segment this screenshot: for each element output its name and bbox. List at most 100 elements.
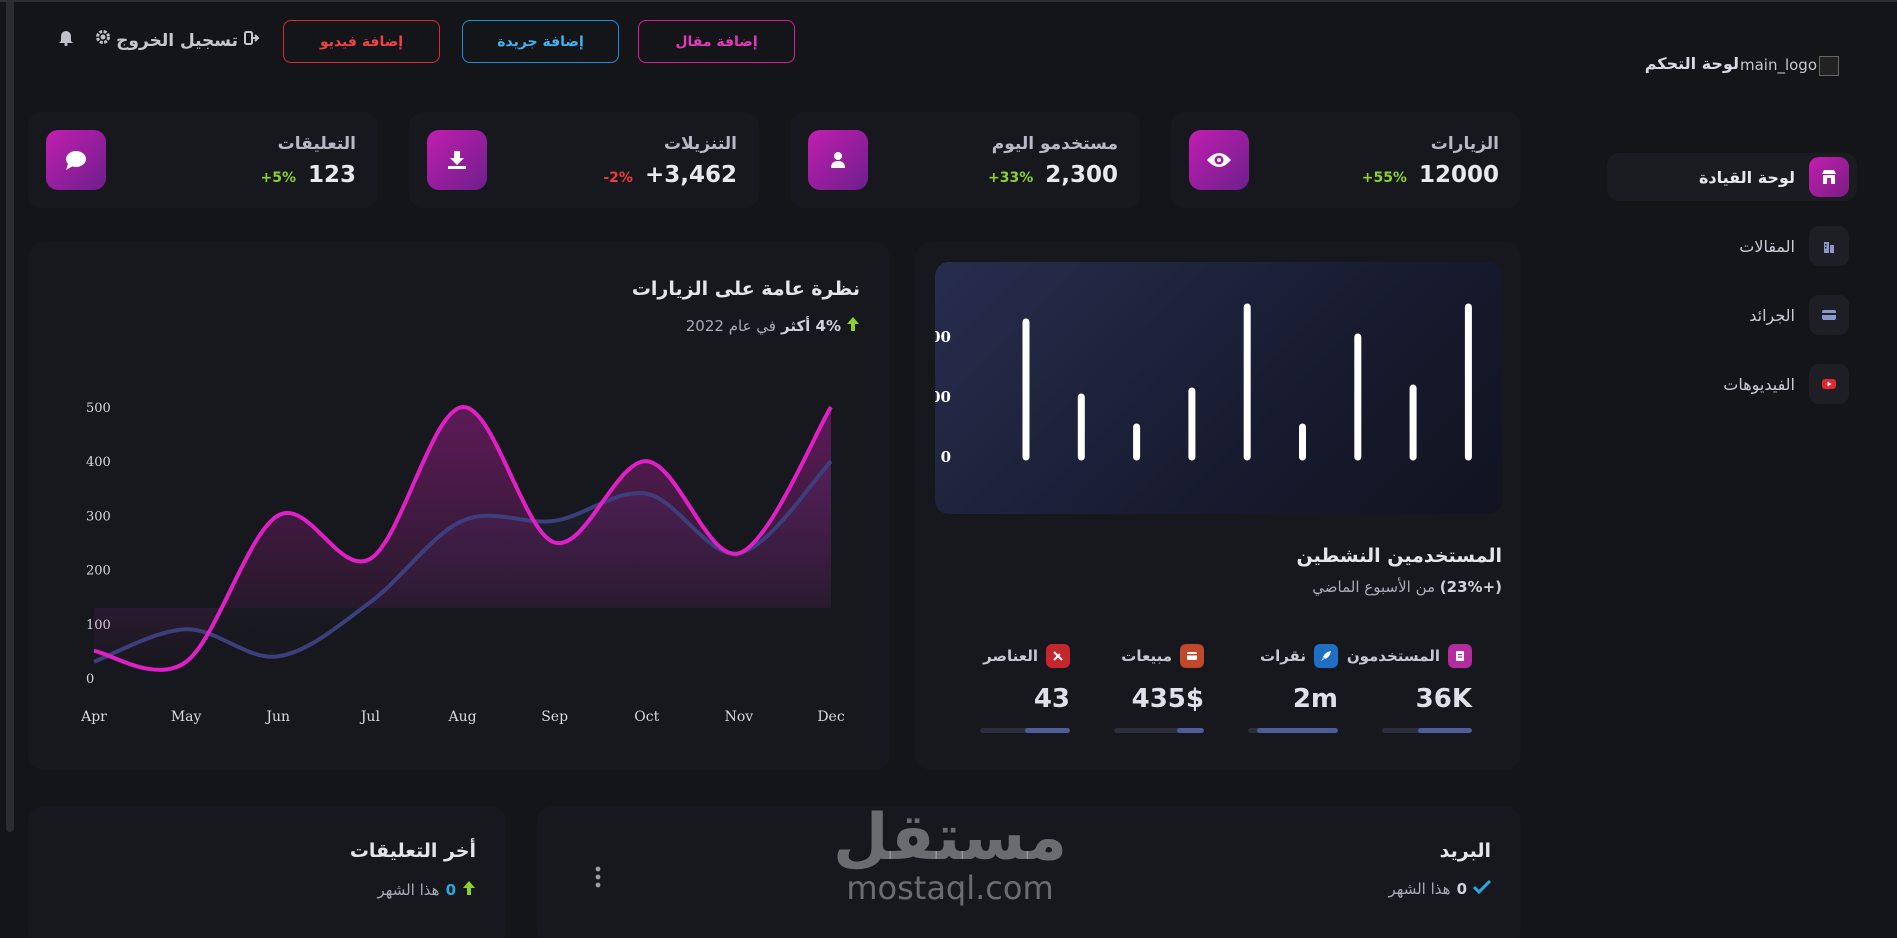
line-series (93, 404, 833, 672)
metric-clicks: نقرات 2m (1213, 644, 1338, 754)
stat-title: الزيارات (1430, 134, 1499, 154)
active-users-title: المستخدمين النشطين (1296, 545, 1502, 567)
stat-card-downloads: التنزيلات -2% +3,462 (409, 112, 759, 208)
latest-comments-title: أخر التعليقات (349, 840, 476, 862)
line-x-tick: Jun (264, 709, 290, 725)
line-y-tick: 200 (86, 564, 111, 579)
active-users-subtitle: (+23%) من الأسبوع الماضي (1312, 578, 1502, 596)
add-newspaper-button[interactable]: إضافة جريدة (462, 20, 619, 63)
latest-comments-period: هذا الشهر (377, 881, 440, 899)
stat-value: 12000 (1418, 162, 1499, 188)
metric-value: 435$ (1131, 684, 1204, 714)
stat-value: 123 (307, 162, 356, 188)
watermark: مستقل mostaql.com (820, 806, 1080, 906)
bar-y-tick: 0 (941, 448, 951, 466)
line-chart-svg: 0100200300400500AprMayJunJulAugSepOctNov… (80, 401, 845, 725)
sidebar-item-articles[interactable]: المقالات (1607, 222, 1857, 270)
metric-progress (1248, 728, 1338, 733)
visits-overview-title: نظرة عامة على الزيارات (631, 278, 860, 300)
metric-progress-fill (1177, 728, 1204, 733)
more-options-icon[interactable] (595, 866, 601, 892)
eye-icon (1189, 130, 1249, 190)
line-x-tick: Oct (634, 709, 659, 725)
metric-label: العناصر (983, 647, 1038, 665)
wallet-icon (1180, 644, 1204, 668)
rocket-icon (1314, 644, 1338, 668)
mail-title: البريد (1439, 840, 1491, 862)
doc-icon (1448, 644, 1472, 668)
active-users-subtitle-text: من الأسبوع الماضي (1312, 578, 1440, 596)
visits-overview-subtitle: 4% أكثر في عام 2022 (686, 316, 860, 336)
sidebar-item-videos[interactable]: الفيديوهات (1607, 360, 1857, 408)
metric-progress-fill (1025, 728, 1070, 733)
line-x-tick: Sep (541, 709, 568, 725)
metric-items: العناصر 43 (945, 644, 1070, 754)
sidebar-item-label: الجرائد (1749, 305, 1795, 325)
mail-count: 0 (1456, 880, 1467, 898)
line-y-tick: 0 (86, 672, 94, 687)
add-video-button[interactable]: إضافة فيديو (283, 20, 440, 63)
latest-comments-count: 0 (445, 881, 456, 899)
stat-title: التعليقات (277, 134, 356, 154)
stat-card-visits: الزيارات +55% 12000 (1171, 112, 1521, 208)
stat-delta: +33% (987, 170, 1034, 186)
line-area-fill (94, 406, 831, 670)
arrow-up-icon (462, 880, 476, 900)
bell-icon[interactable] (58, 28, 74, 50)
metric-progress (980, 728, 1070, 733)
sidebar-item-newspapers[interactable]: الجرائد (1607, 291, 1857, 339)
watermark-arabic: مستقل (832, 801, 1068, 875)
stat-delta: -2% (603, 170, 633, 186)
line-y-tick: 300 (86, 509, 111, 524)
stat-value: +3,462 (644, 162, 737, 188)
bar-y-tick: 400 (935, 328, 951, 346)
sidebar-item-label: الفيديوهات (1723, 374, 1795, 394)
logout-label: تسجيل الخروج (116, 30, 238, 51)
tools-icon (1046, 644, 1070, 668)
mail-subtitle: 0 هذا الشهر (1388, 879, 1492, 898)
line-y-tick: 400 (86, 455, 111, 470)
user-icon (808, 130, 868, 190)
metric-users: المستخدمون 36K (1347, 644, 1472, 754)
stat-title: مستخدمو اليوم (991, 134, 1118, 154)
scrollbar[interactable] (6, 0, 14, 832)
sidebar-item-dashboard[interactable]: لوحة القيادة (1607, 153, 1857, 201)
line-x-tick: Apr (80, 709, 107, 725)
mail-panel: البريد 0 هذا الشهر (537, 806, 1521, 938)
line-x-tick: Nov (725, 709, 754, 725)
app-title: لوحة التحكم (1644, 54, 1739, 73)
weekly-bar-chart: 0 200 400 (920, 262, 1502, 514)
download-icon (427, 130, 487, 190)
visits-overview-delta: 4% أكثر (780, 317, 841, 335)
stat-delta: +55% (1361, 170, 1407, 186)
stat-card-comments: التعليقات +5% 123 (28, 112, 378, 208)
stat-delta: +5% (260, 170, 296, 186)
line-y-tick: 500 (86, 401, 111, 416)
gear-icon[interactable] (94, 28, 112, 50)
line-series (93, 459, 833, 664)
sidebar-item-label: لوحة القيادة (1698, 167, 1795, 187)
metric-label: المستخدمون (1346, 647, 1440, 665)
check-icon (1472, 879, 1492, 898)
card-icon (1809, 295, 1849, 335)
watermark-latin: mostaql.com (846, 869, 1054, 907)
line-x-tick: Aug (447, 709, 476, 725)
latest-comments-subtitle: 0 هذا الشهر (378, 880, 476, 900)
logout-link[interactable]: تسجيل الخروج (116, 30, 260, 51)
stat-title: التنزيلات (663, 134, 737, 154)
metric-value: 2m (1292, 684, 1338, 714)
metric-value: 43 (1033, 684, 1070, 714)
bar-y-tick: 200 (935, 388, 951, 406)
arrow-up-icon (846, 316, 860, 336)
line-x-tick: May (171, 709, 202, 725)
building-icon (1809, 226, 1849, 266)
active-users-delta: (+23%) (1439, 578, 1502, 596)
store-icon (1809, 157, 1849, 197)
add-article-button[interactable]: إضافة مقال (638, 20, 795, 63)
line-x-tick: Jul (359, 709, 381, 725)
metric-sales: مبيعات 435$ (1079, 644, 1204, 754)
metric-label: مبيعات (1121, 647, 1172, 665)
mail-period: هذا الشهر (1388, 880, 1451, 898)
metric-value: 36K (1415, 684, 1472, 714)
metric-label: نقرات (1260, 647, 1306, 665)
